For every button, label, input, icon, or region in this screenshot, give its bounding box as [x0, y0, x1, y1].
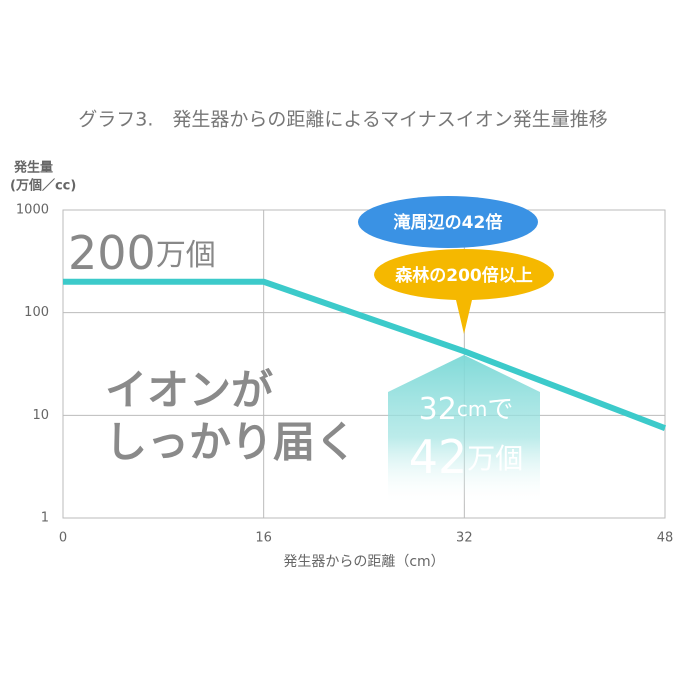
- chart-title: グラフ3. 発生器からの距離によるマイナスイオン発生量推移: [78, 109, 607, 131]
- y-axis-label: 発生量: [13, 160, 53, 176]
- bubble-yellow: [374, 249, 554, 334]
- bubble-blue-text: 滝周辺の42倍: [394, 212, 503, 233]
- y-tick-label: 1000: [16, 203, 49, 218]
- x-tick-label: 0: [59, 531, 67, 546]
- arrow-unit: 万個: [467, 442, 523, 475]
- y-axis-unit: (万個／cc): [10, 178, 76, 194]
- y-tick-label: 100: [24, 305, 49, 320]
- arrow-text: 42万個: [409, 430, 524, 484]
- series-line: [63, 278, 667, 431]
- y-tick-label: 10: [32, 408, 49, 423]
- start-unit: 万個: [156, 238, 216, 273]
- y-tick-label: 1: [41, 511, 49, 526]
- x-axis-label: 発生器からの距離（cm）: [283, 553, 444, 570]
- x-tick-label: 16: [255, 531, 272, 546]
- plot-frame: [62, 209, 666, 519]
- start-annotation: 200万個: [68, 226, 216, 280]
- arrow-number: 32: [419, 392, 457, 427]
- arrow-text: 32cmで: [419, 392, 514, 427]
- arrow-unit: cm: [457, 397, 487, 421]
- arrow-suffix: で: [487, 395, 513, 425]
- bubble-yellow-text: 森林の200倍以上: [395, 265, 533, 286]
- arrow-shape: [388, 355, 540, 505]
- start-number: 200: [68, 226, 156, 280]
- x-tick-label: 32: [456, 531, 473, 546]
- message-line: しっかり届く: [105, 418, 357, 467]
- series: [63, 278, 667, 431]
- arrow-number: 42: [409, 430, 468, 484]
- x-tick-label: 48: [657, 531, 674, 546]
- bubble-blue: [358, 196, 538, 248]
- message-line: イオンが: [105, 366, 273, 415]
